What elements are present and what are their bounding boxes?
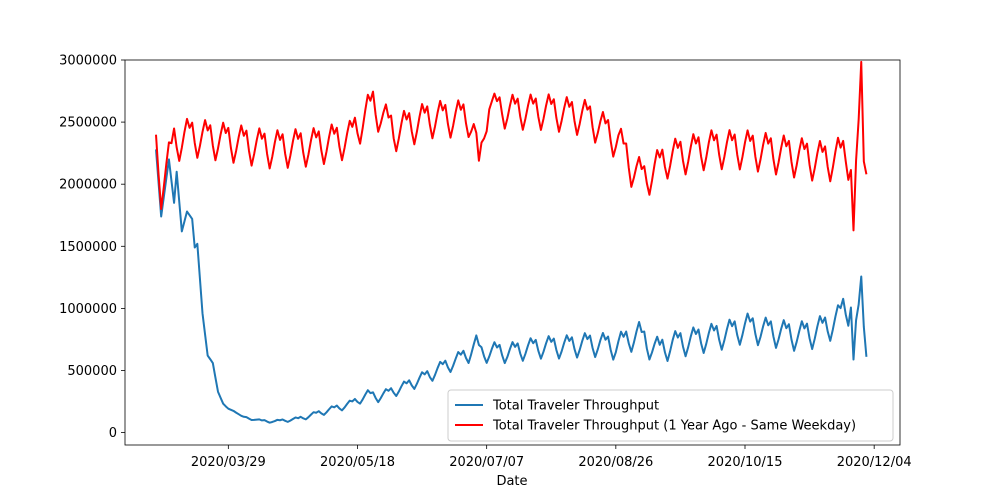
x-tick-label: 2020/07/07 xyxy=(449,455,524,470)
y-tick-label: 500000 xyxy=(67,364,117,379)
legend-label-one-year-ago: Total Traveler Throughput (1 Year Ago - … xyxy=(492,419,856,434)
y-tick-label: 2500000 xyxy=(59,116,117,131)
legend-box xyxy=(447,389,894,442)
legend-label-throughput: Total Traveler Throughput xyxy=(492,399,659,414)
plot-frame xyxy=(124,59,901,446)
x-tick-label: 2020/08/26 xyxy=(578,455,653,470)
x-tick-label: 2020/10/15 xyxy=(708,455,783,470)
series-layer xyxy=(155,60,868,424)
plot-area xyxy=(124,59,901,446)
y-tick-label: 1500000 xyxy=(59,240,117,255)
x-axis-label: Date xyxy=(496,474,527,489)
x-tick-label: 2020/05/18 xyxy=(320,455,395,470)
y-tick-label: 1000000 xyxy=(59,302,117,317)
series-line-one-year-ago xyxy=(155,60,868,232)
x-tick-label: 2020/12/04 xyxy=(837,455,912,470)
y-tick-label: 3000000 xyxy=(59,54,117,69)
series-line-throughput xyxy=(155,149,868,424)
legend: Total Traveler Throughput Total Traveler… xyxy=(447,389,894,442)
y-tick-label: 0 xyxy=(109,426,117,441)
x-axis: 2020/03/29 2020/05/18 2020/07/07 2020/08/26… xyxy=(191,445,912,470)
y-axis: 0 500000 1000000 1500000 2000000 2500000 30000… xyxy=(59,54,125,441)
y-tick-label: 2000000 xyxy=(59,178,117,193)
x-tick-label: 2020/03/29 xyxy=(191,455,266,470)
